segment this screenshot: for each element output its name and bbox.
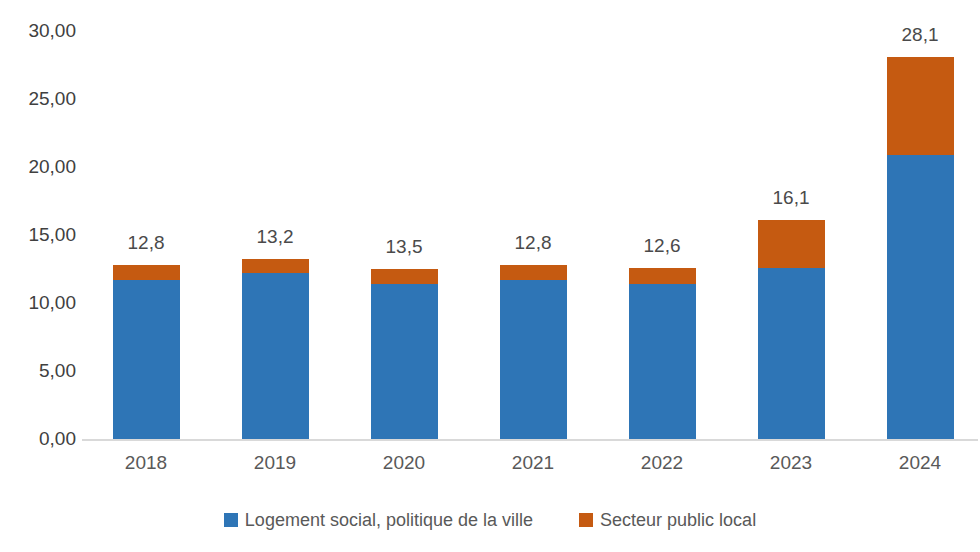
bar-total-label-2019: 13,2 [230, 226, 320, 248]
legend-label: Logement social, politique de la ville [245, 509, 533, 531]
legend-swatch-orange [579, 513, 593, 527]
legend-item-logement-social: Logement social, politique de la ville [224, 509, 533, 531]
bar-segment-secteur-public-2019 [242, 259, 309, 273]
y-axis-tick-label: 15,00 [0, 224, 76, 246]
x-axis-label-2018: 2018 [91, 452, 201, 474]
legend: Logement social, politique de la ville S… [0, 509, 980, 531]
bar-total-label-2024: 28,1 [875, 24, 965, 46]
y-axis-tick-label: 10,00 [0, 292, 76, 314]
x-axis-label-2019: 2019 [220, 452, 330, 474]
y-axis-tick-label: 20,00 [0, 156, 76, 178]
bar-total-label-2023: 16,1 [746, 187, 836, 209]
bar-segment-secteur-public-2022 [629, 268, 696, 284]
bar-segment-logement-social-2023 [758, 268, 825, 439]
bar-segment-logement-social-2020 [371, 284, 438, 439]
bar-total-label-2018: 12,8 [101, 232, 191, 254]
bar-total-label-2021: 12,8 [488, 232, 578, 254]
bar-segment-secteur-public-2023 [758, 220, 825, 268]
bar-segment-logement-social-2018 [113, 280, 180, 439]
bar-segment-logement-social-2024 [887, 155, 954, 439]
y-axis-tick-label: 5,00 [0, 360, 76, 382]
bar-segment-logement-social-2019 [242, 273, 309, 439]
bar-segment-secteur-public-2018 [113, 265, 180, 280]
legend-item-secteur-public: Secteur public local [579, 509, 756, 531]
x-axis-label-2024: 2024 [865, 452, 975, 474]
bar-total-label-2020: 13,5 [359, 236, 449, 258]
x-axis-label-2020: 2020 [349, 452, 459, 474]
legend-swatch-blue [224, 513, 238, 527]
y-axis-tick-label: 25,00 [0, 88, 76, 110]
legend-label: Secteur public local [600, 509, 756, 531]
bar-segment-secteur-public-2020 [371, 269, 438, 284]
stacked-bar-chart: 0,00 5,00 10,00 15,00 20,00 25,00 30,00 12,8 20… [0, 0, 980, 552]
bar-segment-secteur-public-2024 [887, 57, 954, 155]
x-axis-label-2021: 2021 [478, 452, 588, 474]
x-axis-label-2023: 2023 [736, 452, 846, 474]
bar-segment-logement-social-2021 [500, 280, 567, 439]
bar-segment-secteur-public-2021 [500, 265, 567, 280]
bar-total-label-2022: 12,6 [617, 235, 707, 257]
y-axis-tick-label: 0,00 [0, 428, 76, 450]
x-axis-label-2022: 2022 [607, 452, 717, 474]
x-axis-line [82, 439, 978, 441]
bar-segment-logement-social-2022 [629, 284, 696, 439]
y-axis-tick-label: 30,00 [0, 20, 76, 42]
